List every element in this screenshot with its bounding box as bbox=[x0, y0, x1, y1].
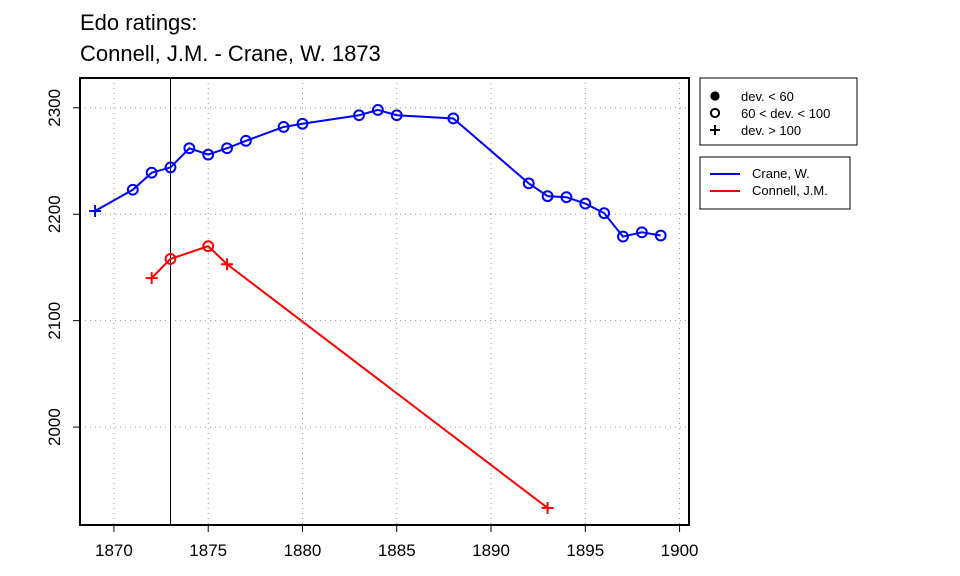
y-tick-label: 2000 bbox=[45, 408, 64, 446]
deviation-legend-label: dev. < 60 bbox=[741, 89, 794, 104]
series-group bbox=[89, 104, 667, 243]
deviation-legend-box bbox=[699, 77, 858, 146]
point-marker-open bbox=[522, 177, 535, 190]
series-legend-label: Crane, W. bbox=[752, 166, 810, 181]
point-marker-open bbox=[390, 109, 403, 122]
point-marker-filled bbox=[710, 91, 720, 101]
y-tick-label: 2300 bbox=[45, 89, 64, 127]
point-marker-open bbox=[598, 207, 611, 220]
point-marker-open bbox=[164, 161, 177, 174]
series-line bbox=[150, 245, 549, 509]
point-marker-open bbox=[709, 107, 721, 119]
point-marker-open bbox=[126, 183, 139, 196]
x-tick-label: 1885 bbox=[378, 541, 416, 560]
y-axis: 2000 2100 2200 2300 bbox=[45, 89, 80, 446]
point-marker-open bbox=[239, 134, 252, 147]
y-tick-label: 2200 bbox=[45, 195, 64, 233]
point-marker-open bbox=[164, 253, 177, 265]
series-legend-box bbox=[699, 156, 851, 210]
y-tick-label: 2100 bbox=[45, 302, 64, 340]
series-legend: Crane, W. Connell, J.M. bbox=[699, 156, 851, 210]
x-axis: 1870 1875 1880 1885 1890 1895 1900 bbox=[95, 525, 698, 560]
chart-title: Edo ratings: bbox=[80, 10, 197, 35]
series-legend-label: Connell, J.M. bbox=[752, 183, 828, 198]
x-tick-label: 1875 bbox=[189, 541, 227, 560]
point-marker-open bbox=[296, 117, 309, 130]
point-marker-open bbox=[202, 240, 215, 253]
series-layer bbox=[89, 104, 667, 514]
point-marker-open bbox=[579, 197, 592, 210]
point-marker-open bbox=[353, 109, 365, 122]
x-tick-label: 1900 bbox=[661, 541, 699, 560]
series-line bbox=[94, 108, 661, 238]
deviation-legend: dev. < 60 60 < dev. < 100 dev. > 100 bbox=[699, 77, 858, 146]
point-marker-open bbox=[447, 112, 460, 125]
grid-layer bbox=[80, 78, 689, 525]
deviation-legend-label: 60 < dev. < 100 bbox=[741, 106, 830, 121]
point-marker-open bbox=[560, 191, 573, 204]
chart-subtitle: Connell, J.M. - Crane, W. 1873 bbox=[80, 41, 381, 66]
point-marker-open bbox=[145, 166, 158, 179]
point-marker-open bbox=[221, 142, 233, 155]
point-marker-open bbox=[541, 190, 554, 203]
x-tick-label: 1870 bbox=[95, 541, 133, 560]
point-marker-open bbox=[277, 121, 290, 133]
x-tick-label: 1880 bbox=[284, 541, 322, 560]
x-tick-label: 1890 bbox=[472, 541, 510, 560]
x-tick-label: 1895 bbox=[566, 541, 604, 560]
plot-frame bbox=[79, 77, 690, 526]
deviation-legend-label: dev. > 100 bbox=[741, 123, 801, 138]
point-marker-open bbox=[635, 226, 648, 239]
point-marker-open bbox=[617, 230, 629, 243]
series-group bbox=[145, 240, 554, 514]
point-marker-open bbox=[183, 142, 196, 155]
point-marker-open bbox=[371, 104, 384, 116]
point-marker-open bbox=[202, 148, 215, 161]
point-marker-open bbox=[654, 229, 667, 242]
